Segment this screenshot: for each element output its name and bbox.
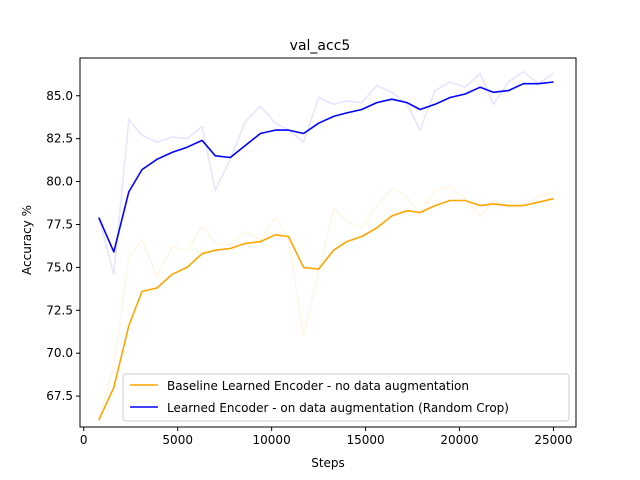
y-tick-label: 72.5	[46, 303, 73, 317]
series-line-baseline	[98, 197, 554, 421]
series-line-random-crop	[98, 81, 554, 253]
y-axis-label: Accuracy %	[20, 205, 34, 275]
y-tick-label: 70.0	[46, 346, 73, 360]
y-tick-label: 75.0	[46, 260, 73, 274]
y-tick-label: 77.5	[46, 217, 73, 231]
y-tick-label: 82.5	[46, 132, 73, 146]
legend-box	[122, 373, 570, 422]
series-raw-line-baseline	[98, 185, 554, 419]
x-tick-label: 10000	[253, 433, 291, 447]
legend-entry-baseline: Baseline Learned Encoder - no data augme…	[167, 379, 469, 393]
series-raw-line-random-crop	[98, 70, 554, 275]
y-tick-label: 67.5	[46, 389, 73, 403]
x-tick-label: 0	[80, 433, 88, 447]
x-axis: 0 5000 10000 15000 20000 25000	[80, 427, 573, 447]
y-tick-label: 85.0	[46, 89, 73, 103]
legend: Baseline Learned Encoder - no data augme…	[122, 373, 570, 422]
plot-lines	[98, 70, 554, 421]
x-tick-label: 5000	[162, 433, 193, 447]
chart-title: val_acc5	[290, 38, 351, 54]
legend-entry-random-crop: Learned Encoder - on data augmentation (…	[167, 401, 509, 415]
y-axis: 67.5 70.0 72.5 75.0 77.5 80.0 82.5 85.0	[46, 89, 80, 403]
x-axis-label: Steps	[311, 456, 345, 470]
x-tick-label: 25000	[534, 433, 572, 447]
y-tick-label: 80.0	[46, 175, 73, 189]
x-tick-label: 20000	[440, 433, 478, 447]
x-tick-label: 15000	[346, 433, 384, 447]
plot-frame	[79, 57, 577, 428]
